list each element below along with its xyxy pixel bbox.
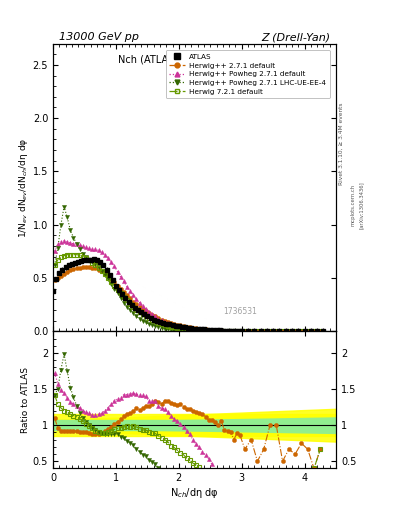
Text: 13000 GeV pp: 13000 GeV pp: [59, 32, 139, 42]
Text: Nch (ATLAS UE in Z production): Nch (ATLAS UE in Z production): [118, 55, 272, 65]
X-axis label: N$_{ch}$/dη dφ: N$_{ch}$/dη dφ: [170, 486, 219, 500]
Text: Z (Drell-Yan): Z (Drell-Yan): [261, 32, 331, 42]
Text: Rivet 3.1.10, ≥ 3.4M events: Rivet 3.1.10, ≥ 3.4M events: [339, 102, 344, 185]
Legend: ATLAS, Herwig++ 2.7.1 default, Herwig++ Powheg 2.7.1 default, Herwig++ Powheg 2.: ATLAS, Herwig++ 2.7.1 default, Herwig++ …: [166, 50, 330, 98]
Text: [arXiv:1306.3436]: [arXiv:1306.3436]: [358, 181, 364, 229]
Text: 1736531: 1736531: [223, 307, 257, 316]
Y-axis label: Ratio to ATLAS: Ratio to ATLAS: [21, 367, 30, 433]
Text: mcplots.cern.ch: mcplots.cern.ch: [351, 184, 356, 226]
Y-axis label: 1/N$_{ev}$ dN$_{ev}$/dN$_{ch}$/dη dφ: 1/N$_{ev}$ dN$_{ev}$/dN$_{ch}$/dη dφ: [17, 137, 30, 238]
